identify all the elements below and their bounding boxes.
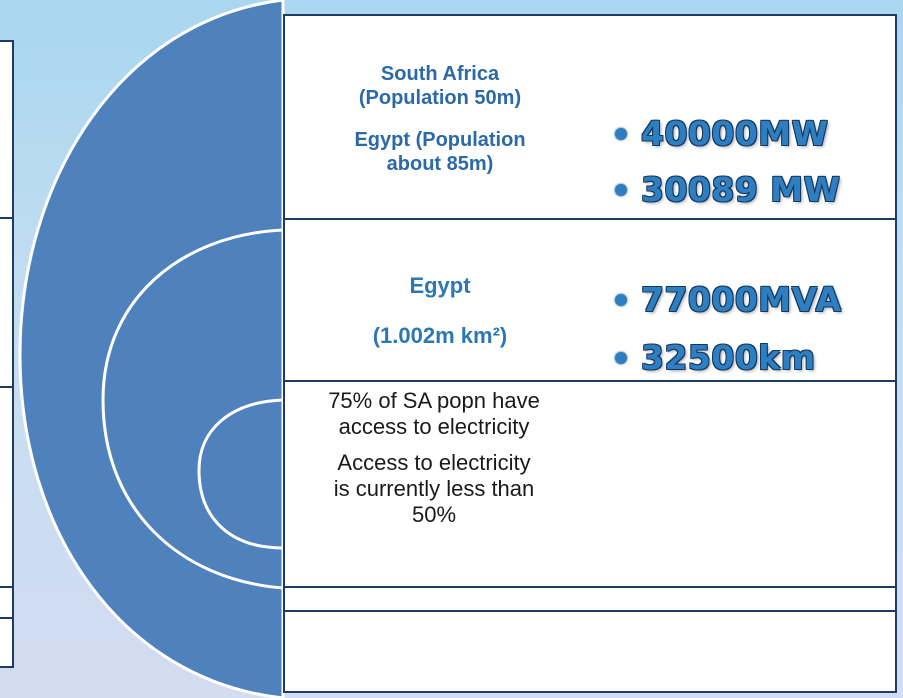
section1-label-line4: about 85m) <box>386 153 494 175</box>
section3-line1: 75% of SA popn have <box>328 388 540 413</box>
bullet-icon <box>615 294 627 306</box>
bullet-item: 77000MVA <box>615 280 842 338</box>
section1-label: South Africa (Population 50m) Egypt (Pop… <box>305 62 575 176</box>
section1-label-line1: South Africa <box>380 63 500 85</box>
bullet-icon <box>615 352 627 364</box>
section-divider <box>285 380 895 382</box>
bullet-text: 32500km <box>641 338 816 377</box>
bullet-item: 40000MW <box>615 114 841 170</box>
left-panel-divider <box>0 217 14 219</box>
left-panel-frame <box>0 40 14 668</box>
section1-label-line2: (Population 50m) <box>358 87 522 109</box>
bullet-item: 32500km <box>615 338 842 396</box>
section-divider <box>285 218 895 220</box>
info-panel: South Africa (Population 50m) Egypt (Pop… <box>283 14 897 693</box>
section2-label: Egypt (1.002m km²) <box>305 272 575 350</box>
bullet-text: 40000MW <box>641 114 829 153</box>
inner-arc <box>197 398 285 550</box>
left-panel-divider <box>0 386 14 388</box>
section2-label-line2: (1.002m km²) <box>372 323 508 348</box>
section3-line5: 50% <box>411 502 457 527</box>
left-panel-divider <box>0 586 14 588</box>
bullet-item: 30089 MW <box>615 170 841 226</box>
bullet-text: 30089 MW <box>641 170 841 209</box>
section1-bullets: 40000MW 30089 MW <box>615 114 841 226</box>
bullet-icon <box>615 128 627 140</box>
section-divider <box>285 586 895 588</box>
section3-line2: access to electricity <box>338 414 530 439</box>
section3-line3: Access to electricity <box>337 450 531 475</box>
left-panel-divider <box>0 617 14 619</box>
section3-text: 75% of SA popn have access to electricit… <box>289 388 579 528</box>
section3-line4: is currently less than <box>333 476 535 501</box>
section1-label-line3: Egypt (Population <box>354 129 526 151</box>
section-divider <box>285 610 895 612</box>
bullet-text: 77000MVA <box>641 280 842 319</box>
section2-label-line1: Egypt <box>409 273 471 298</box>
section2-bullets: 77000MVA 32500km <box>615 280 842 396</box>
bullet-icon <box>615 184 627 196</box>
